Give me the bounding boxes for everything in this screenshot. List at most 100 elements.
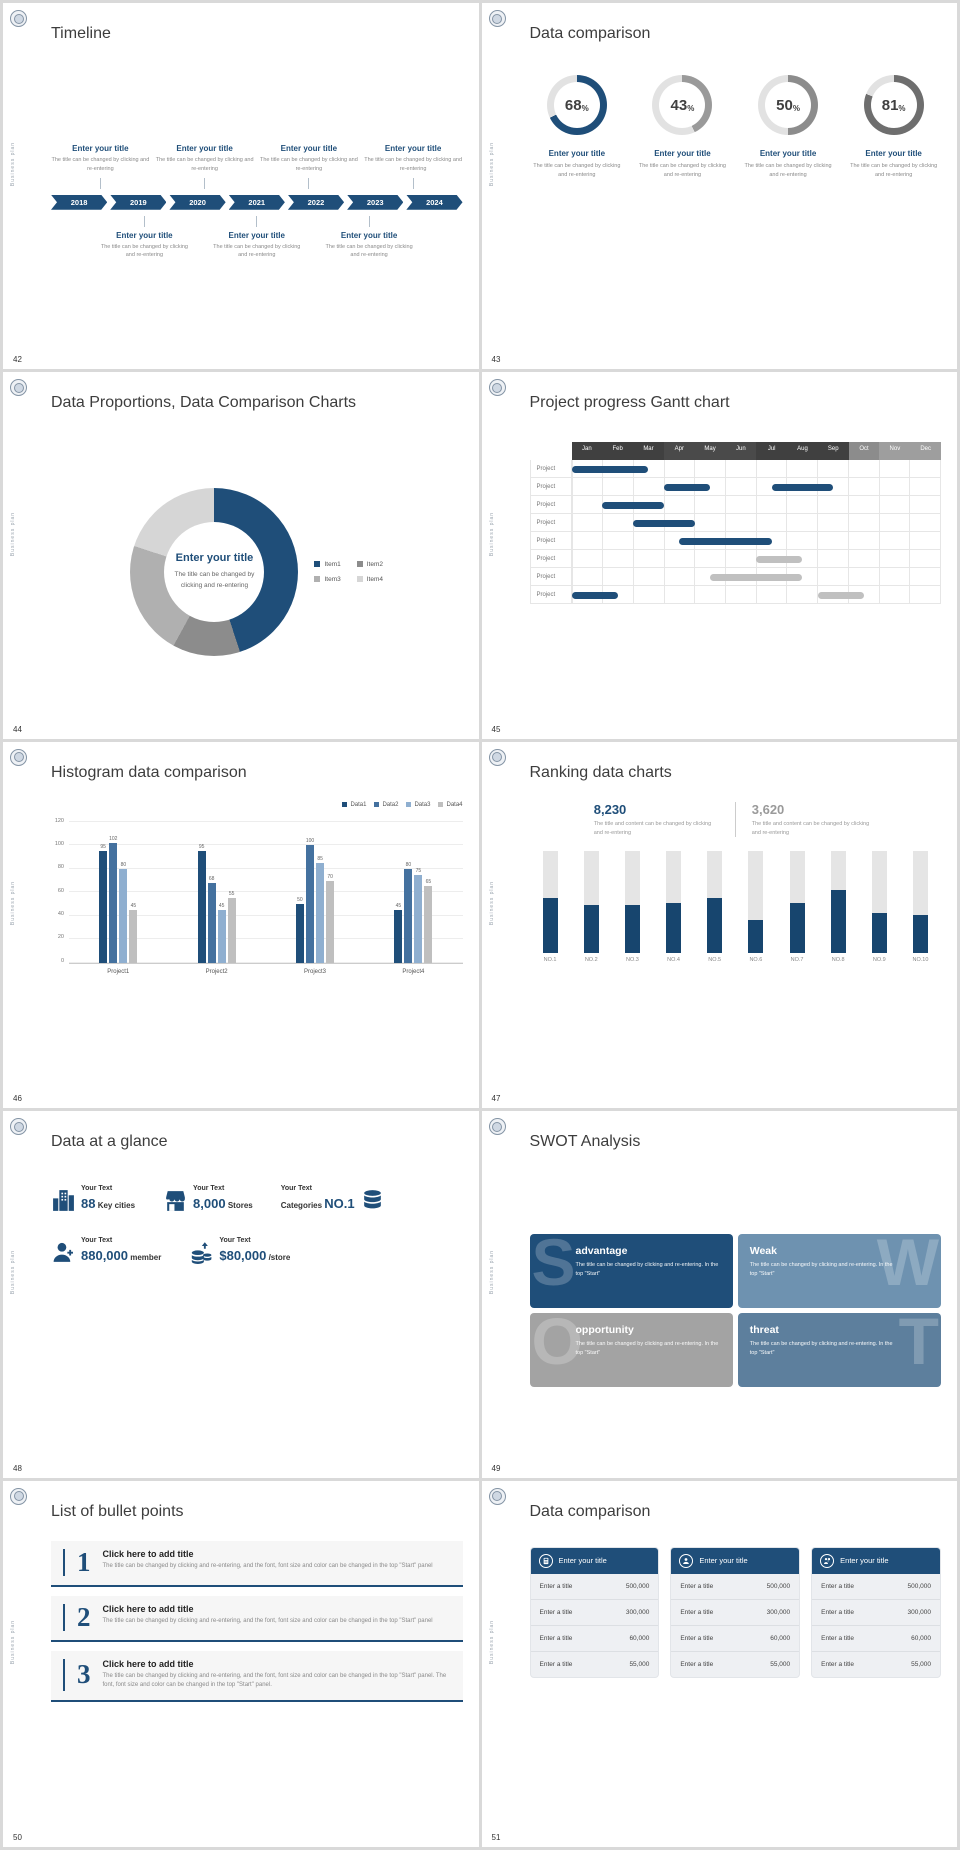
timeline-entry-title: Enter your title xyxy=(384,144,442,154)
ranking-column: NO.7 xyxy=(776,851,817,963)
x-axis-label: NO.2 xyxy=(584,957,598,964)
slide-thumbnail-43[interactable]: Business plan Data comparison 68% Enter y… xyxy=(481,3,957,370)
slide-thumbnail-46[interactable]: Business plan Histogram data comparison … xyxy=(3,741,479,1109)
gantt-bar xyxy=(571,591,618,599)
row-value: 60,000 xyxy=(911,1634,931,1642)
gantt-row-track xyxy=(571,496,942,515)
bullet-text: Click here to add title The title can be … xyxy=(103,1549,433,1576)
gantt-bar xyxy=(571,465,649,473)
bullet-title: Click here to add title xyxy=(102,1603,194,1614)
timeline-connector xyxy=(308,177,310,189)
bar-track xyxy=(666,851,682,954)
gantt-row-label: Project xyxy=(529,550,572,569)
slide-thumbnail-51[interactable]: Business plan Data comparison Enter your… xyxy=(481,1480,957,1847)
row-label: Enter a title xyxy=(539,1634,573,1642)
bar xyxy=(119,868,128,963)
gantt-grid-cell xyxy=(787,550,819,569)
gantt-grid-cell xyxy=(664,568,696,587)
bar-value: 45 xyxy=(130,902,137,909)
gantt-grid-cell xyxy=(787,460,819,479)
legend-item: Data3 xyxy=(406,802,430,808)
gantt-row: Project xyxy=(529,460,942,479)
gantt-row: Project xyxy=(529,514,942,533)
slide-cell: Business plan Data comparison Enter your… xyxy=(481,1480,957,1847)
bar-value: 68 xyxy=(208,875,215,882)
gantt-grid-cell xyxy=(726,478,757,497)
bar-track xyxy=(583,851,599,954)
gantt-row: Project xyxy=(529,496,942,515)
gantt-grid-cell xyxy=(633,586,665,605)
gantt-month-cell: Mar xyxy=(633,442,664,461)
bar-track xyxy=(830,851,846,954)
donut-title: Enter your title xyxy=(865,149,922,158)
gantt-grid-cell xyxy=(603,568,634,587)
slide-cell: Business plan Histogram data comparison … xyxy=(3,741,479,1109)
gantt-grid-cell xyxy=(787,586,819,605)
side-label: Business plan xyxy=(488,880,495,926)
swot-desc: The title can be changed by clicking and… xyxy=(749,1340,893,1356)
gridline xyxy=(69,961,463,963)
card-row: Enter a title 500,000 xyxy=(530,1574,659,1600)
gantt-month-cell: Feb xyxy=(602,442,634,461)
gantt-grid-cell xyxy=(818,478,849,497)
card-row: Enter a title 300,000 xyxy=(812,1600,940,1626)
side-label: Business plan xyxy=(488,1619,495,1664)
swot-desc: The title can be changed by clicking and… xyxy=(575,1340,719,1356)
bar-track xyxy=(871,851,887,954)
slide-thumbnail-50[interactable]: Business plan List of bullet points 1 Cli… xyxy=(3,1480,479,1847)
gridline xyxy=(69,891,463,893)
x-axis-label: NO.3 xyxy=(625,957,639,964)
donut-ring: 43% xyxy=(652,75,713,135)
slide-thumbnail-45[interactable]: Business plan Project progress Gantt cha… xyxy=(481,372,957,739)
legend-item: Data1 xyxy=(342,802,366,808)
legend-swatch-icon xyxy=(314,561,321,568)
slide-number: 51 xyxy=(491,1832,501,1842)
bar-value: 65 xyxy=(425,879,432,886)
bar-track xyxy=(789,851,805,954)
side-label: Business plan xyxy=(488,1250,495,1295)
swot-body: advantage The title can be changed by cli… xyxy=(576,1245,721,1279)
bullet-number: 3 xyxy=(77,1659,91,1690)
stat-block: 3,620 The title and content can be change… xyxy=(752,802,877,838)
gantt-grid-cell xyxy=(756,586,788,605)
comparison-cards: Enter your title Enter a title 500,000 Ente… xyxy=(529,1539,942,1821)
gantt-grid-cell xyxy=(848,532,880,551)
gantt-grid-cell xyxy=(571,478,604,497)
row-label: Enter a title xyxy=(821,1608,855,1616)
bar-value: 50 xyxy=(297,897,303,904)
stat-value-line: 880,000 member xyxy=(81,1247,161,1265)
bar-track xyxy=(707,851,723,954)
member-icon xyxy=(51,1240,76,1265)
gantt-row-track xyxy=(571,586,942,605)
donut-value: 50 xyxy=(776,96,793,114)
slide-thumbnail-47[interactable]: Business plan Ranking data charts 8,230 T… xyxy=(481,741,957,1109)
stat-divider xyxy=(734,801,736,838)
timeline-entry-desc: The title can be changed by clicking and… xyxy=(364,157,463,172)
gantt-row: Project xyxy=(529,478,942,497)
legend-item: Item4 xyxy=(356,576,383,583)
slide-cell: Business plan Project progress Gantt cha… xyxy=(481,372,957,739)
gantt-row-label: Project xyxy=(529,514,572,533)
gantt-grid-cell xyxy=(726,550,757,569)
bar-fill xyxy=(748,919,764,954)
brand-logo-icon xyxy=(10,748,27,766)
x-axis-label: NO.8 xyxy=(831,957,845,964)
row-value: 500,000 xyxy=(766,1582,791,1590)
bar-wrap: 75 xyxy=(414,822,423,963)
bar-value: 80 xyxy=(405,861,412,868)
timeline-entry-desc: The title can be changed by clicking and… xyxy=(213,243,301,259)
slide-thumbnail-48[interactable]: Business plan Data at a glance Your Text… xyxy=(3,1111,479,1478)
brand-logo-icon xyxy=(10,379,27,397)
gantt-grid-cell xyxy=(818,550,849,569)
gantt-month-cell: Sep xyxy=(817,442,849,461)
donut-value: 43 xyxy=(670,96,688,114)
x-axis-label: NO.4 xyxy=(667,957,680,964)
slide-thumbnail-42[interactable]: Business plan Timeline Enter your title T… xyxy=(3,3,479,370)
legend-swatch-icon xyxy=(356,561,363,568)
stat-value: 8,230 xyxy=(593,801,627,817)
slide-thumbnail-44[interactable]: Business plan Data Proportions, Data Com… xyxy=(3,372,479,739)
y-axis-tick: 40 xyxy=(57,911,64,918)
gantt-bar xyxy=(710,573,803,581)
card-row: Enter a title 55,000 xyxy=(812,1652,940,1677)
